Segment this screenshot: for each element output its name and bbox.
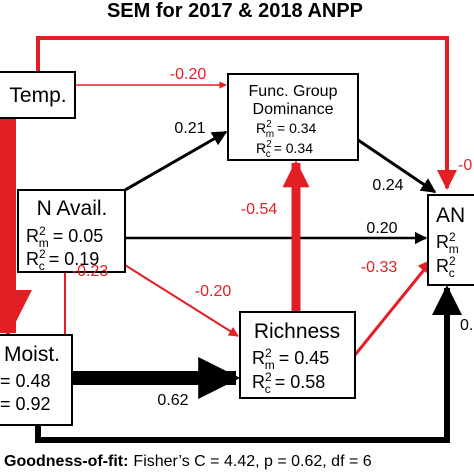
edge-label: -0 <box>458 157 472 174</box>
edge <box>124 264 239 337</box>
edge-label: 0.24 <box>372 177 403 194</box>
edge-label: 0.20 <box>366 220 397 237</box>
edge <box>35 285 462 443</box>
text-part: R <box>256 120 266 136</box>
edge <box>353 258 434 356</box>
text-part: R <box>252 372 265 392</box>
node-label: Func. Group <box>249 83 338 100</box>
node: N Avail. R2 m = 0.05 R2 c = 0.19 <box>17 189 126 273</box>
text-part: = 0.34 <box>274 140 314 156</box>
edge <box>124 130 228 192</box>
text-part: = 0.19 <box>49 249 100 269</box>
text-part: Goodness-of-fit: <box>4 453 128 470</box>
text-part: m <box>266 129 274 140</box>
edge-label: 0.21 <box>174 120 205 137</box>
stat: = 0.48 <box>0 371 51 391</box>
edges <box>0 36 462 443</box>
stat: R2 c <box>436 254 456 280</box>
node-label: Moist. <box>4 343 60 366</box>
text-part: Fisher’s C = 4.42, p = 0.62, df = 6 <box>133 453 371 470</box>
text-part: 2 <box>449 254 456 268</box>
edge-label: 0. <box>460 317 473 334</box>
stat: R2 m = 0.45 <box>252 346 329 372</box>
text-part: c <box>266 149 271 160</box>
edge-label: -0.20 <box>195 283 232 300</box>
text-part: 2 <box>39 247 46 261</box>
edge-label: -0.23 <box>72 263 109 280</box>
text-part: m <box>449 242 459 256</box>
stat: R2 c = 0.34 <box>256 139 313 160</box>
edge-label: 0.62 <box>157 392 188 409</box>
title: SEM for 2017 & 2018 ANPP <box>107 0 363 22</box>
edge <box>357 138 437 194</box>
stat: R2 m <box>436 230 459 256</box>
text-part: R <box>436 256 449 276</box>
stat: R2 m = 0.34 <box>256 119 317 140</box>
text-part: 2 <box>39 224 46 238</box>
edge-label: -0.33 <box>361 259 398 276</box>
text-part: R <box>252 348 265 368</box>
node: AN R2 m R2 c <box>427 194 474 286</box>
text-part: R <box>436 232 449 252</box>
stat: R2 m = 0.05 <box>26 224 103 250</box>
text-part: = 0.05 <box>53 226 104 246</box>
text-part: = 0.45 <box>279 348 330 368</box>
text-part: R <box>26 226 39 246</box>
text-part: m <box>265 358 275 372</box>
stat: R2 c = 0.19 <box>26 247 99 273</box>
node: Richness R2 m = 0.45 R2 c = 0.58 <box>239 311 356 399</box>
text-part: 2 <box>266 119 272 130</box>
text-part: 2 <box>265 370 272 384</box>
text-part: = 0.58 <box>275 372 326 392</box>
node-label: N Avail. <box>37 197 108 220</box>
node-label: AN <box>436 204 465 227</box>
stat: = 0.92 <box>0 394 51 414</box>
node-label: Richness <box>254 320 340 343</box>
node-label: Dominance <box>253 101 334 118</box>
node: Moist. = 0.48 = 0.92 <box>0 334 73 426</box>
text-part: m <box>39 236 49 250</box>
text-part: 2 <box>449 230 456 244</box>
text-part: c <box>265 382 271 396</box>
edge-label: -0.20 <box>170 66 207 83</box>
node: Temp. <box>0 71 76 119</box>
edge <box>36 36 457 190</box>
node-label: Temp. <box>9 84 66 107</box>
edge-label: -0.54 <box>241 201 278 218</box>
text-part: = 0.34 <box>277 120 317 136</box>
text-part: 2 <box>266 139 272 150</box>
text-part: R <box>26 249 39 269</box>
text-part: c <box>39 259 45 273</box>
node: Func. Group Dominance R2 m = 0.34 R2 c = 0.3… <box>227 73 359 161</box>
footer: Goodness-of-fit: Fisher’s C = 4.42, p = 0… <box>4 453 372 470</box>
text-part: R <box>256 140 266 156</box>
text-part: 2 <box>265 346 272 360</box>
text-part: c <box>449 266 455 280</box>
stat: R2 c = 0.58 <box>252 370 325 396</box>
